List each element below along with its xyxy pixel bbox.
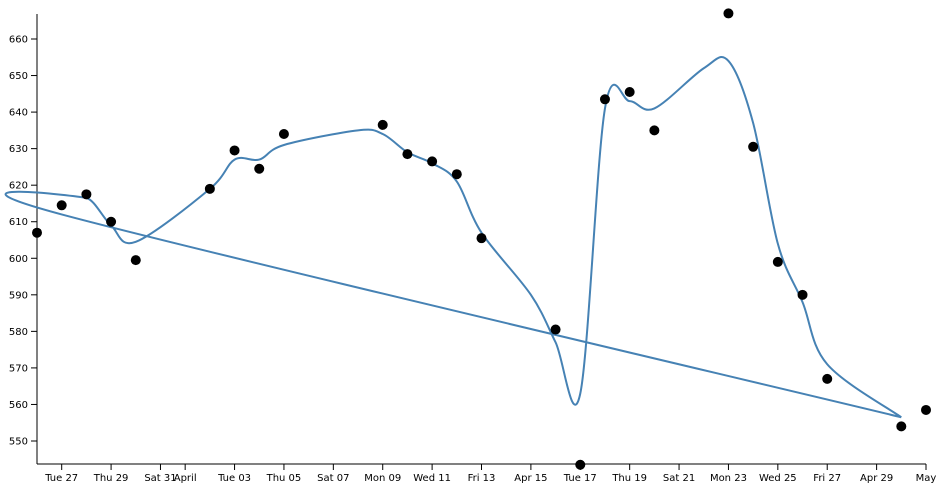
- data-point: [896, 421, 907, 432]
- y-tick-label: 550: [9, 437, 28, 448]
- x-tick-label: Thu 05: [266, 473, 302, 484]
- data-point: [81, 189, 92, 200]
- x-tick-label: Fri 27: [813, 473, 841, 484]
- data-points: [32, 8, 931, 470]
- data-point: [451, 169, 462, 180]
- x-tick-label: Tue 27: [44, 473, 78, 484]
- data-point: [575, 459, 586, 470]
- data-point: [772, 256, 783, 267]
- x-tick-label: April: [174, 473, 197, 484]
- x-tick-label: Tue 03: [217, 473, 251, 484]
- data-point: [476, 233, 487, 244]
- y-tick-label: 570: [9, 363, 28, 374]
- x-tick-label: Mon 23: [710, 473, 747, 484]
- x-tick-label: Apr 15: [514, 473, 547, 484]
- x-tick-label: Apr 29: [860, 473, 893, 484]
- y-tick-label: 580: [9, 327, 28, 338]
- data-point: [254, 163, 265, 174]
- y-tick-label: 620: [9, 181, 28, 192]
- y-tick-label: 630: [9, 144, 28, 155]
- data-point: [822, 373, 833, 384]
- x-tick-label: May: [916, 473, 937, 484]
- x-tick-label: Wed 25: [759, 473, 797, 484]
- data-point: [130, 255, 141, 266]
- data-point: [921, 404, 931, 415]
- data-point: [56, 200, 67, 211]
- data-point: [402, 149, 413, 160]
- data-point: [106, 216, 117, 227]
- data-point: [32, 227, 42, 238]
- y-tick-label: 600: [9, 254, 28, 265]
- data-point: [599, 94, 610, 105]
- data-point: [723, 8, 734, 19]
- data-point: [229, 145, 240, 156]
- x-tick-label: Tue 17: [563, 473, 597, 484]
- y-tick-label: 640: [9, 108, 28, 119]
- data-point: [204, 183, 215, 194]
- x-tick-label: Mon 09: [364, 473, 401, 484]
- x-tick-label: Sat 31: [144, 473, 176, 484]
- y-tick-label: 590: [9, 290, 28, 301]
- x-tick-label: Thu 19: [611, 473, 647, 484]
- y-tick-label: 660: [9, 35, 28, 46]
- x-tick-label: Sat 21: [663, 473, 695, 484]
- y-tick-label: 610: [9, 217, 28, 228]
- x-tick-label: Wed 11: [413, 473, 451, 484]
- series-line: [4, 56, 902, 419]
- x-tick-label: Thu 29: [93, 473, 129, 484]
- data-point: [427, 156, 438, 167]
- data-point: [278, 129, 289, 140]
- data-point: [624, 86, 635, 97]
- data-point: [748, 141, 759, 152]
- y-tick-label: 560: [9, 400, 28, 411]
- x-tick-label: Fri 13: [468, 473, 496, 484]
- y-axis: 550 560 570 580 590 600 610 620 630 640 650 660: [9, 14, 38, 464]
- y-tick-label: 650: [9, 71, 28, 82]
- data-point: [550, 324, 561, 335]
- x-tick-label: Sat 07: [317, 473, 349, 484]
- data-point: [649, 125, 660, 136]
- data-point: [377, 119, 388, 130]
- data-point: [797, 289, 808, 300]
